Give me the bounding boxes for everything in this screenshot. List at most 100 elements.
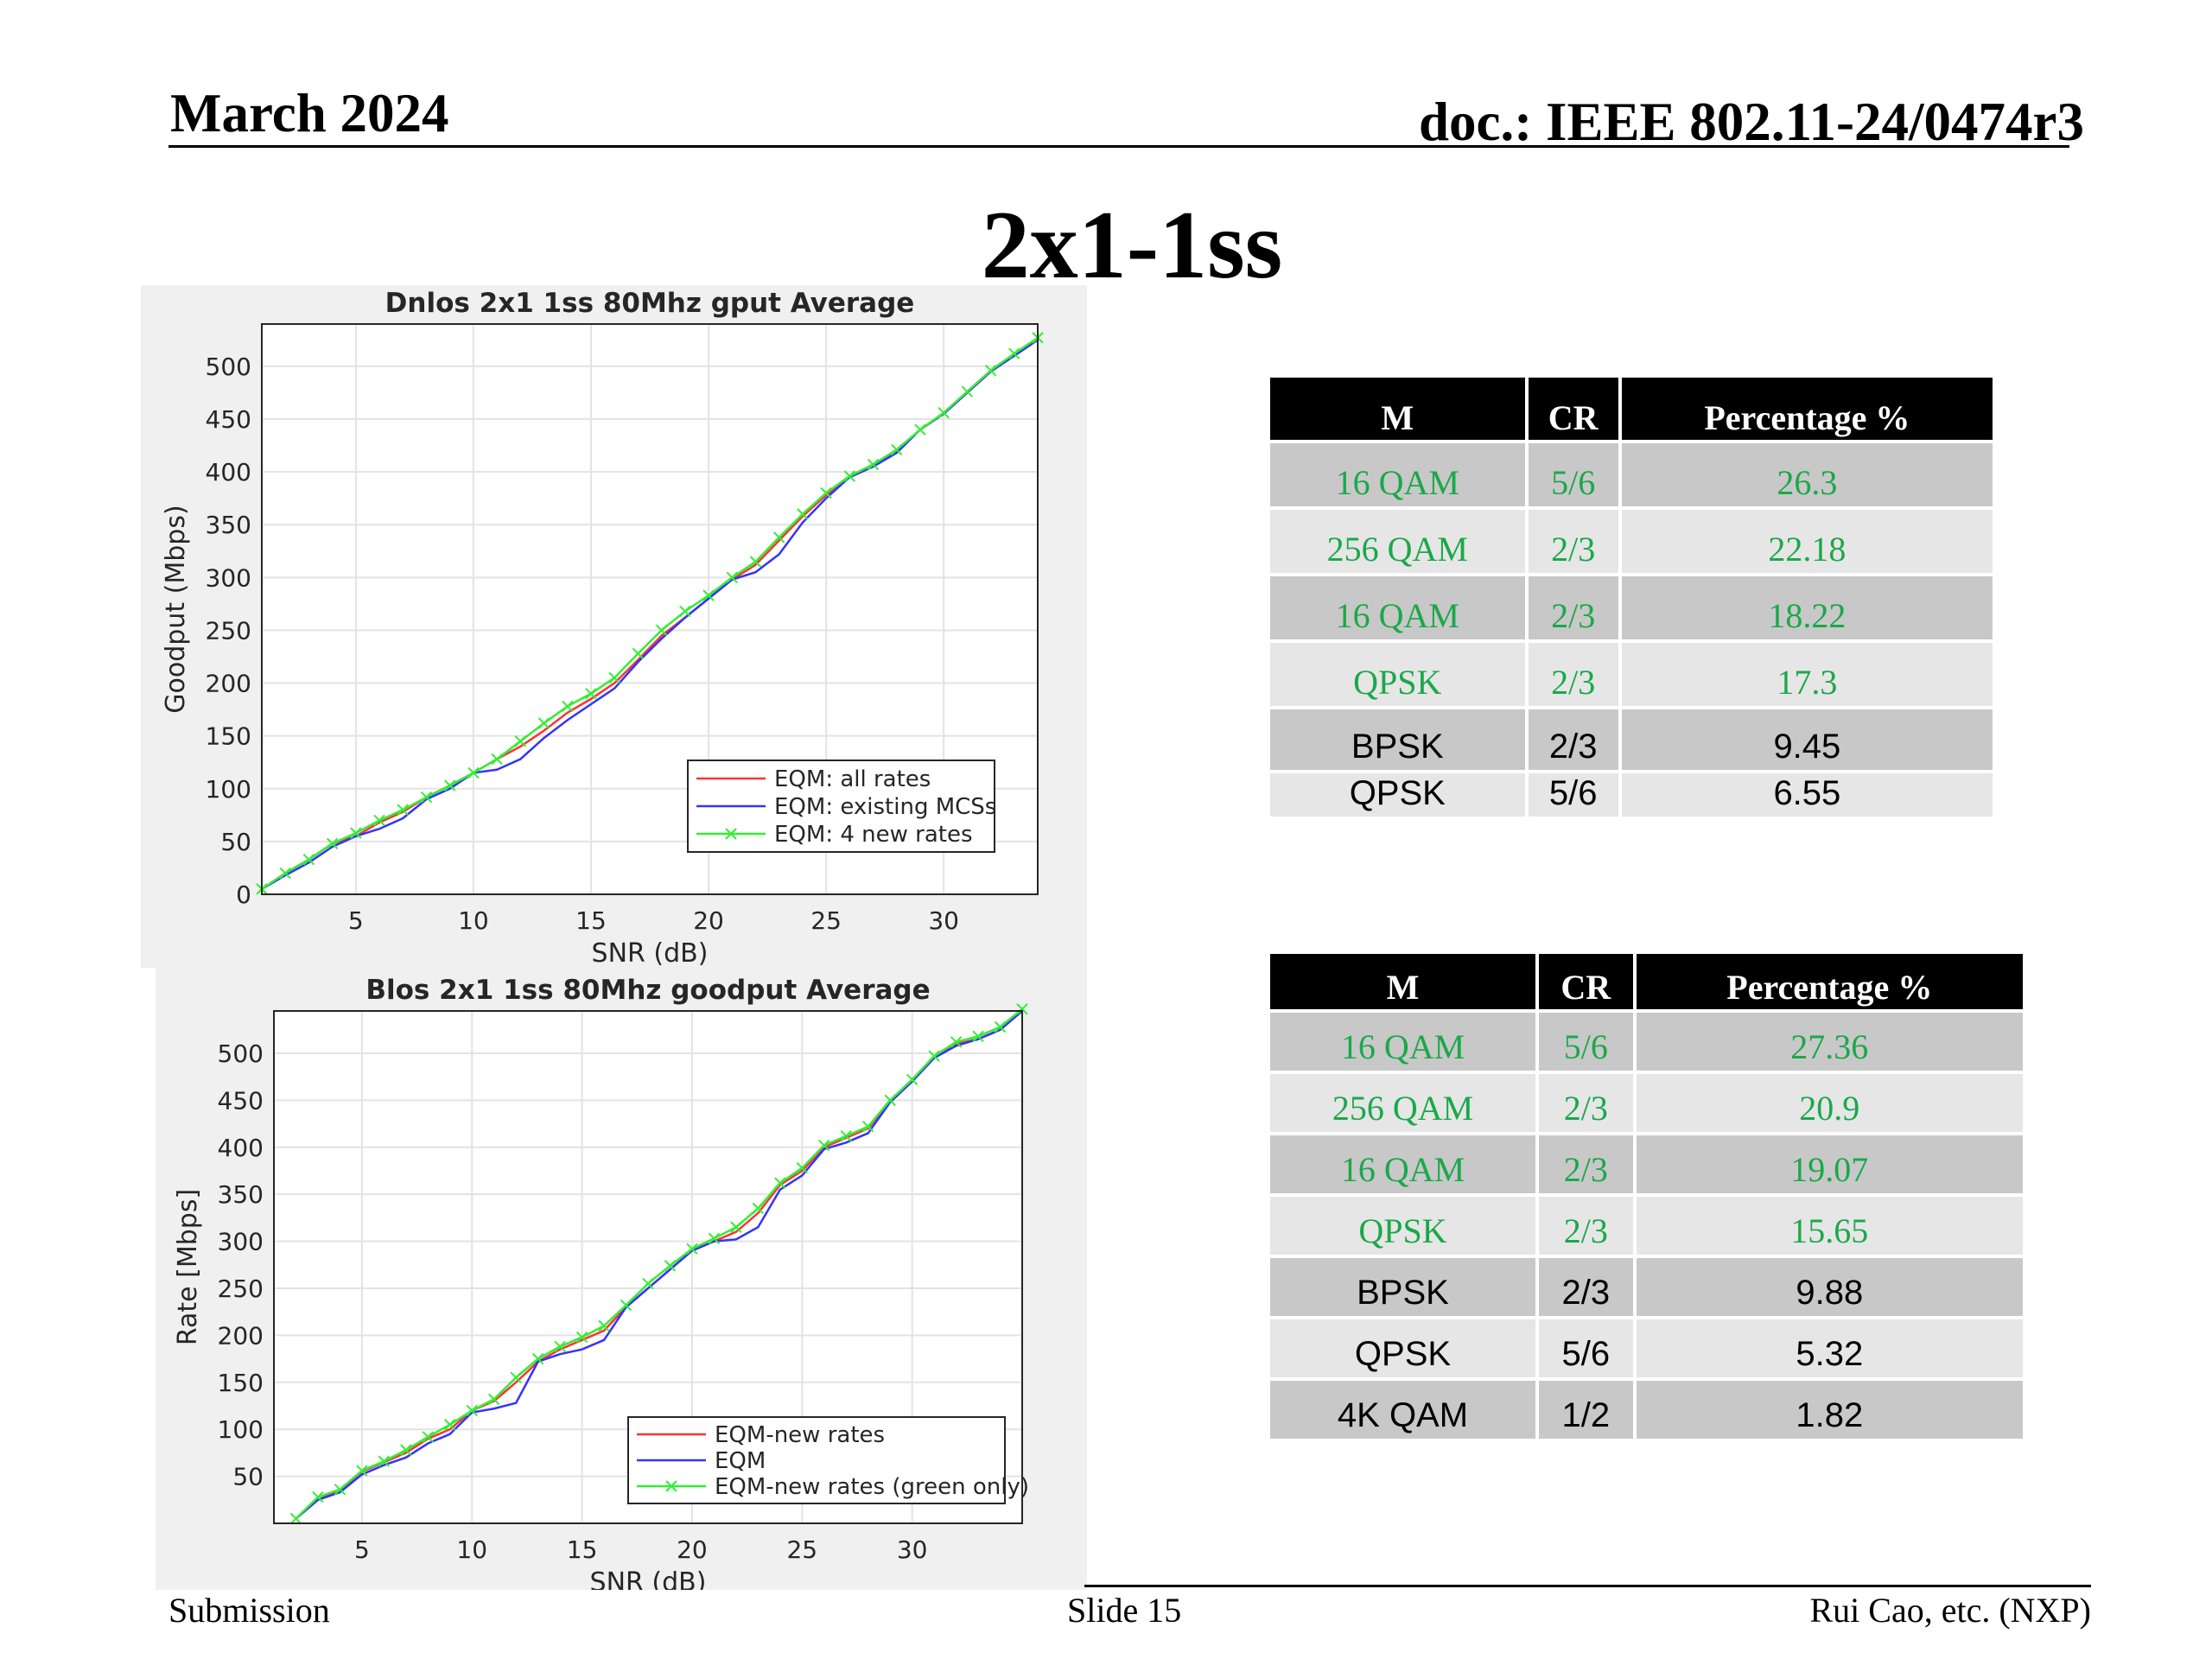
data-point [356,1465,368,1477]
data-point [686,1243,698,1255]
data-point [797,508,809,520]
data-point [510,1371,522,1384]
table-cell-cr: 2/3 [1528,709,1618,770]
data-point [679,605,691,618]
y-tick-label: 350 [218,1180,264,1209]
table-row: QPSK 2/3 15.65 [1270,1197,2023,1255]
table-cell-m: 16 QAM [1270,1135,1535,1193]
x-tick-label: 10 [456,1535,487,1564]
x-tick-label: 15 [567,1535,598,1564]
data-point [796,1162,809,1174]
y-tick-label: 150 [218,1369,264,1397]
table-row: BPSK 2/3 9.88 [1270,1258,2023,1316]
column-header: M [1270,954,1535,1009]
table-row: BPSK 2/3 9.45 [1270,709,1993,770]
dnlos-goodput-chart: 5 10 15 20 25 30 0 50 100 150 200 250 300 350 400 450 50… [141,285,1087,969]
y-tick-label: 50 [232,1463,264,1491]
data-point [1016,1003,1028,1015]
data-point [928,1050,940,1062]
table-cell-cr: 2/3 [1538,1197,1633,1255]
data-point [443,779,456,791]
y-tick-label: 400 [206,458,251,486]
data-point [562,700,574,713]
data-point [730,1221,742,1233]
table-cell-pct: 20.9 [1636,1074,2023,1132]
legend-entry: EQM: 4 new rates [774,822,973,848]
header-date: March 2024 [170,83,449,143]
data-point [514,735,527,747]
data-point [950,1036,963,1048]
y-tick-label: 500 [218,1039,264,1068]
data-point [491,753,503,766]
table-cell-m: 4K QAM [1270,1381,1535,1439]
table-cell-cr: 2/3 [1538,1258,1633,1316]
x-tick-label: 5 [348,906,364,935]
x-tick-label: 30 [928,906,959,935]
y-tick-label: 200 [218,1321,264,1350]
legend-entry: EQM [715,1448,766,1474]
header-rule [168,145,2069,148]
data-point [702,589,715,601]
legend-entry: EQM: existing MCSs [774,794,996,820]
series-line [261,339,1039,890]
data-point [575,1331,588,1344]
column-header: Percentage % [1621,378,1993,440]
table-cell-cr: 1/2 [1538,1381,1633,1439]
table-cell-m: 256 QAM [1270,1074,1535,1132]
table-cell-pct: 5.32 [1636,1319,2023,1377]
column-header: Percentage % [1636,954,2023,1009]
percentage-table-blos: M CR Percentage % 16 QAM 5/6 27.36 256 QAM 2/3 2… [1267,950,2026,1442]
data-point [664,1260,677,1272]
legend-entry: EQM: all rates [774,766,931,792]
y-tick-label: 500 [206,353,251,381]
blos-chart-svg: 5 10 15 20 25 30 50 100 150 200 250 300 350 400 450 500… [173,975,1029,1598]
data-point [891,443,903,456]
y-tick-label: 300 [218,1228,264,1256]
data-point [302,853,315,866]
data-point [774,1177,786,1189]
data-point [914,423,926,435]
table-cell-cr: 2/3 [1528,510,1618,573]
data-point [279,867,291,880]
table-cell-m: QPSK [1270,1319,1535,1377]
y-tick-label: 450 [218,1086,264,1115]
data-point [373,814,385,827]
footer-slide-number: Slide 15 [1067,1591,1182,1630]
y-tick-label: 50 [220,828,251,856]
data-point [843,470,856,482]
table-cell-pct: 19.07 [1636,1135,2023,1193]
y-tick-label: 0 [236,880,251,909]
table-cell-pct: 18.22 [1621,576,1993,639]
data-point [334,1484,346,1496]
data-point [312,1491,324,1503]
chart-title: Blos 2x1 1ss 80Mhz goodput Average [365,975,930,1006]
y-tick-label: 300 [206,563,251,592]
column-header: CR [1528,378,1618,440]
table-cell-m: 256 QAM [1270,510,1525,573]
table-cell-m: 16 QAM [1270,1013,1535,1071]
slide-title: 2x1-1ss [981,192,1283,299]
data-point [820,486,832,499]
data-point [726,571,738,584]
chart-title: Dnlos 2x1 1ss 80Mhz gput Average [385,288,915,319]
data-point [420,791,433,804]
x-tick-label: 15 [575,906,607,935]
data-point [598,1319,610,1332]
series-line [295,1007,1023,1520]
table-row: 16 QAM 2/3 18.22 [1270,576,1993,639]
table-cell-cr: 2/3 [1528,576,1618,639]
table-header-row: M CR Percentage % [1270,954,2023,1009]
table-cell-pct: 1.82 [1636,1381,2023,1439]
data-point [467,766,480,779]
y-tick-label: 100 [218,1415,264,1444]
x-axis-label: SNR (dB) [592,938,709,968]
x-tick-label: 20 [693,906,724,935]
x-tick-label: 5 [354,1535,370,1564]
data-point [984,365,997,377]
y-tick-label: 350 [206,511,251,539]
data-point [326,837,339,850]
table-cell-pct: 9.45 [1621,709,1993,770]
blos-goodput-chart: 5 10 15 20 25 30 50 100 150 200 250 300 350 400 450 500… [156,968,1087,1598]
percentage-table-dnlos: M CR Percentage % 16 QAM 5/6 26.3 256 QAM 2/3 22… [1267,374,1996,820]
